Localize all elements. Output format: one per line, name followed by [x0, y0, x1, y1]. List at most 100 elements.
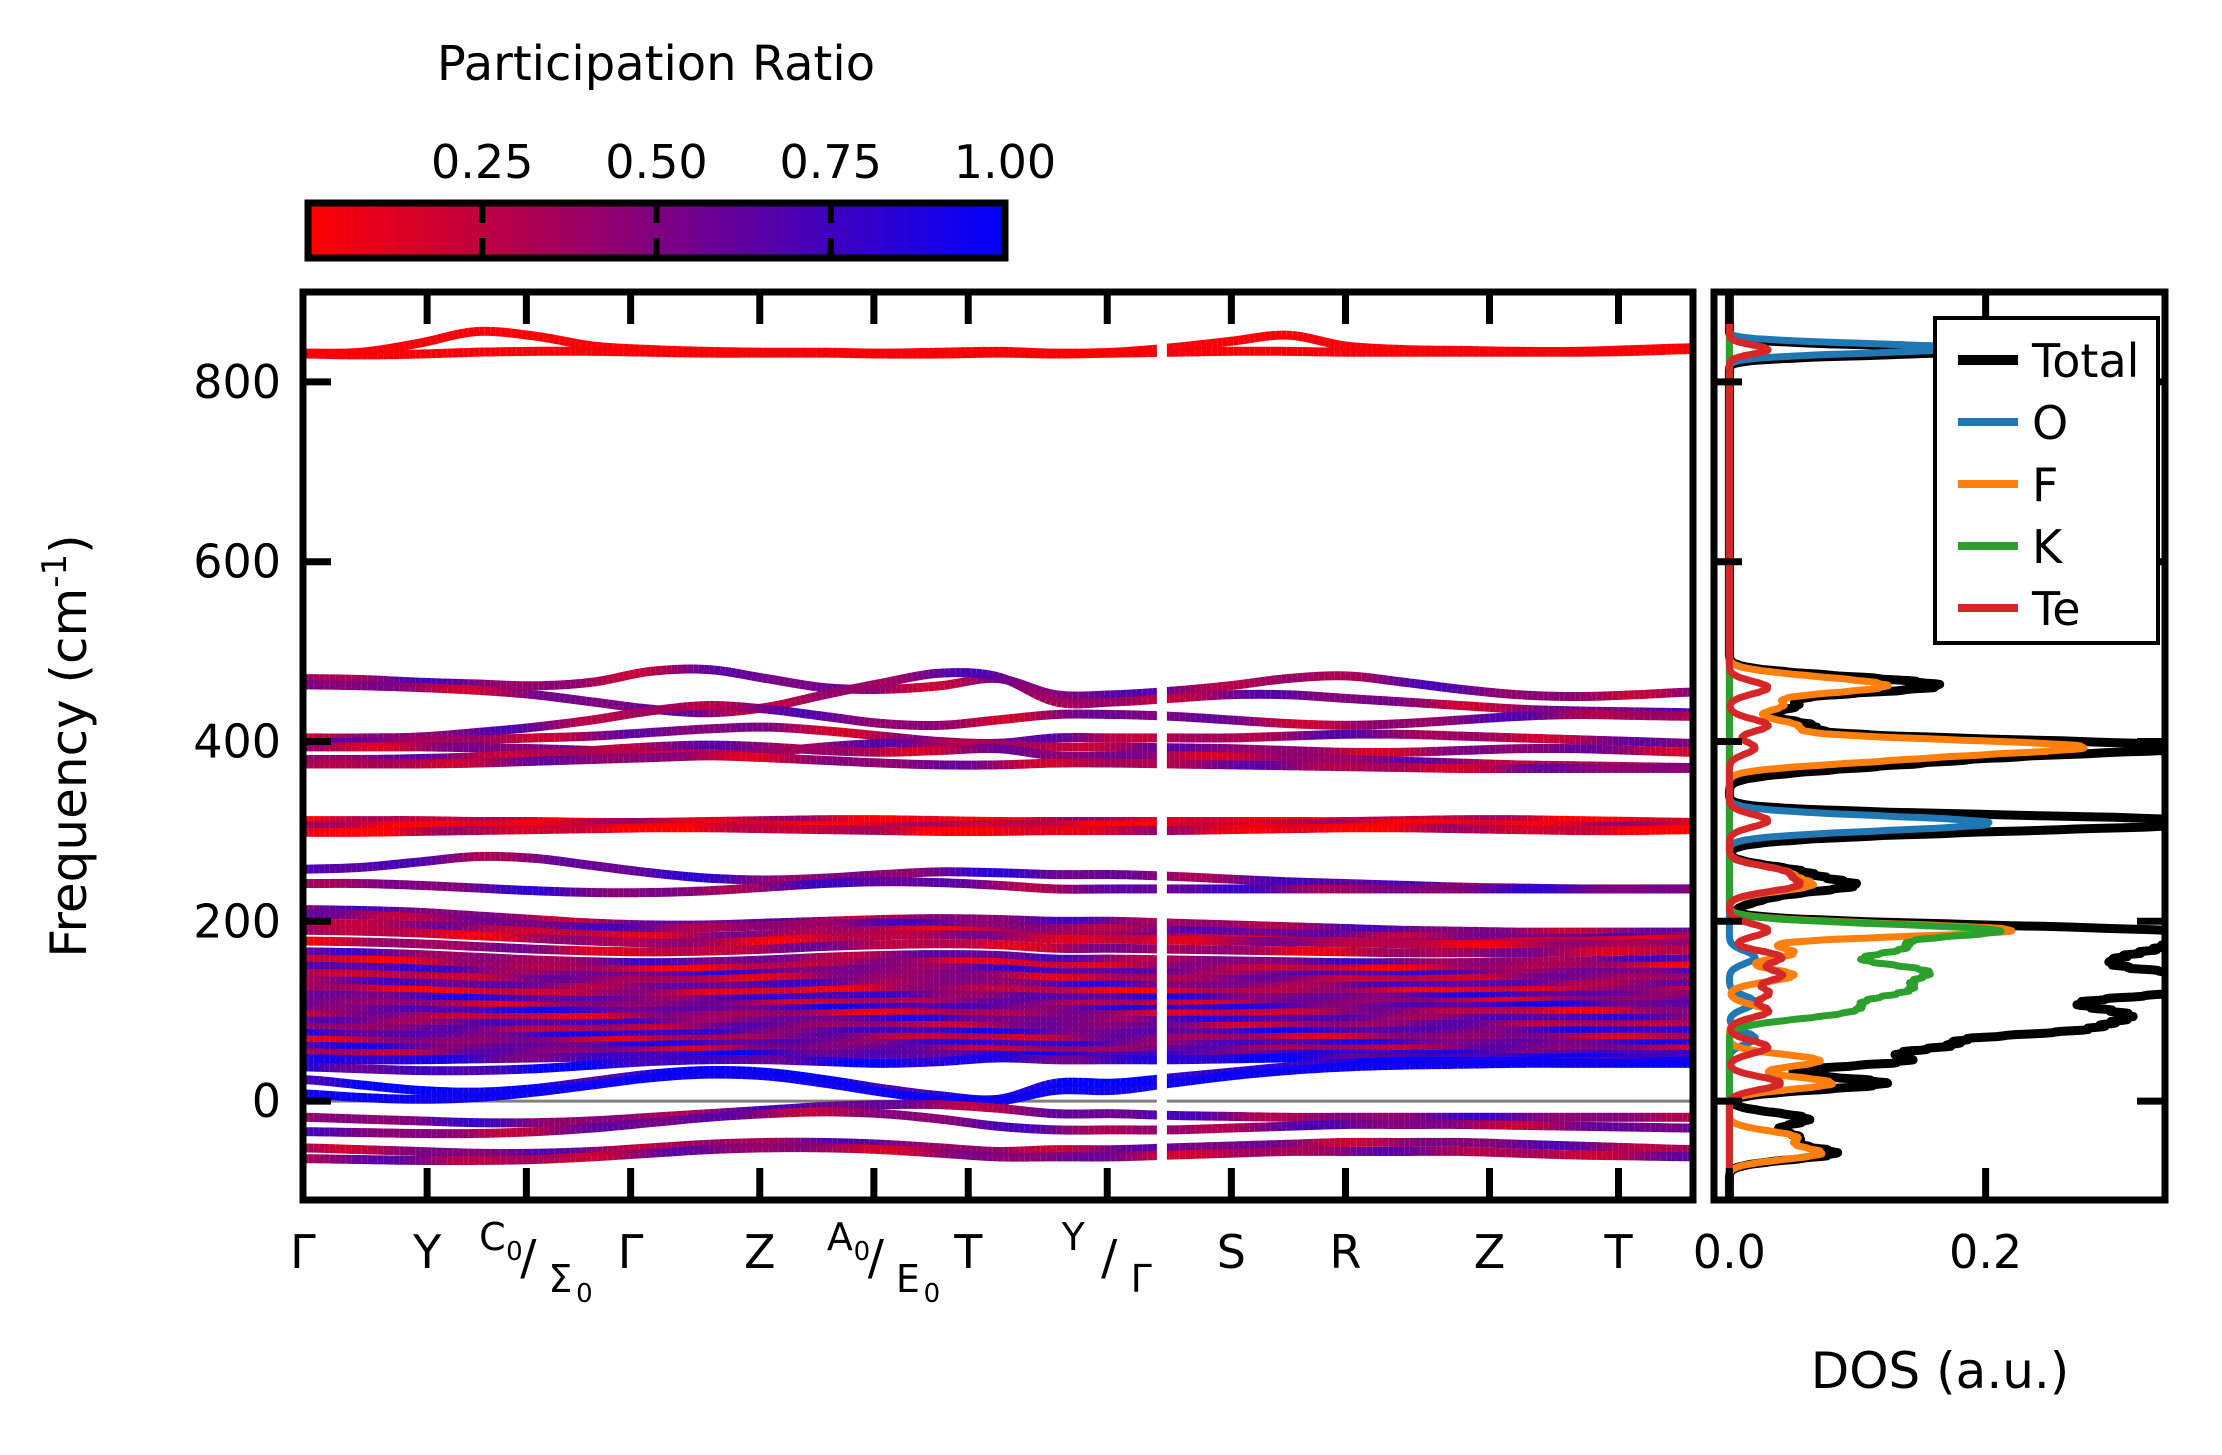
band-segment	[1056, 690, 1063, 700]
band-segment	[1024, 735, 1031, 746]
band-segment	[1018, 712, 1026, 723]
band-segment	[1393, 676, 1400, 687]
band-segment	[1473, 686, 1480, 696]
band-segment	[1462, 685, 1469, 695]
band-segment	[853, 715, 860, 726]
colorbar-gradient	[304, 199, 1009, 262]
band-segment	[1189, 340, 1197, 351]
band-segment	[1414, 679, 1421, 689]
band-segment	[778, 676, 785, 687]
band-segment	[1275, 674, 1282, 685]
band-segment	[377, 345, 384, 355]
band-segment	[543, 854, 550, 865]
band-segment	[425, 856, 432, 866]
band-segment	[986, 715, 994, 726]
band-segment	[575, 858, 582, 869]
band-segment	[1366, 673, 1373, 683]
band-segment	[1435, 681, 1443, 692]
band-segment	[639, 707, 646, 717]
band-segment	[1024, 747, 1031, 758]
band-segment	[639, 667, 646, 678]
band-segment	[548, 720, 555, 730]
band-segment	[788, 678, 796, 688]
band-segment	[1227, 336, 1234, 347]
band-segment	[1232, 335, 1240, 346]
band-segment	[815, 682, 823, 692]
band-segment	[1312, 334, 1320, 345]
band-segment	[1029, 735, 1036, 745]
band-segment	[1206, 683, 1213, 693]
band-segment	[836, 686, 844, 697]
band-segment	[783, 706, 791, 717]
band-segment	[526, 330, 534, 341]
band-segment	[1173, 342, 1181, 352]
band-segment	[441, 854, 448, 864]
band-segment	[922, 669, 930, 680]
band-segment	[532, 331, 539, 341]
band-segment	[1237, 335, 1245, 345]
band-segment	[868, 679, 876, 690]
band-segment	[815, 710, 823, 721]
band-segment	[1425, 680, 1432, 691]
band-segment	[793, 695, 802, 706]
band-segment	[403, 340, 411, 351]
band-segment	[585, 677, 593, 688]
band-segment	[959, 677, 967, 687]
band-segment	[778, 705, 785, 716]
band-segment	[853, 728, 860, 739]
band-segment	[991, 671, 999, 682]
band-segment	[553, 334, 561, 345]
band-segment	[1045, 750, 1052, 761]
band-segment	[398, 858, 406, 869]
band-segment	[821, 682, 828, 693]
band-segment	[612, 863, 619, 874]
band-segment	[996, 672, 1005, 683]
band-segment	[1033, 689, 1043, 701]
band-segment	[1029, 711, 1036, 722]
band-segment	[847, 728, 855, 738]
band-segment	[548, 333, 556, 344]
band-segment	[1419, 679, 1427, 690]
band-segment	[617, 710, 625, 721]
band-segment	[831, 712, 839, 723]
band-segment	[1024, 712, 1031, 722]
colorbar-tick-label: 0.75	[780, 135, 882, 189]
band-segment	[649, 705, 657, 716]
band-segment	[767, 704, 774, 715]
band-segment	[585, 340, 593, 351]
band-segment	[981, 716, 988, 727]
band-segment	[1034, 749, 1042, 759]
band-segment	[1216, 337, 1224, 348]
band-segment	[580, 716, 587, 726]
band-segment	[1253, 677, 1261, 688]
band-segment	[986, 670, 994, 680]
band-segment	[1001, 674, 1011, 685]
band-segment	[815, 690, 823, 701]
band-segment	[1056, 697, 1063, 708]
band-segment	[1441, 682, 1448, 693]
band-segment	[671, 703, 678, 713]
band-segment	[468, 327, 475, 337]
band-segment	[1040, 734, 1047, 744]
band-segment	[869, 730, 876, 740]
band-segment	[714, 665, 721, 676]
band-segment	[559, 719, 566, 729]
band-segment	[740, 669, 748, 680]
band-segment	[564, 718, 571, 729]
band-segment	[976, 674, 983, 685]
band-segment	[420, 856, 427, 867]
band-segment	[788, 697, 796, 708]
band-segment	[644, 706, 652, 717]
band-segment	[1430, 681, 1437, 691]
band-segment	[804, 680, 812, 691]
band-segment	[1222, 681, 1229, 692]
band-segment	[960, 718, 967, 729]
band-segment	[890, 675, 898, 686]
band-segment	[596, 861, 603, 872]
band-segment	[644, 867, 651, 878]
band-segment	[644, 666, 652, 677]
band-segment	[890, 732, 897, 742]
band-segment	[1045, 688, 1053, 699]
band-segment	[537, 690, 545, 701]
